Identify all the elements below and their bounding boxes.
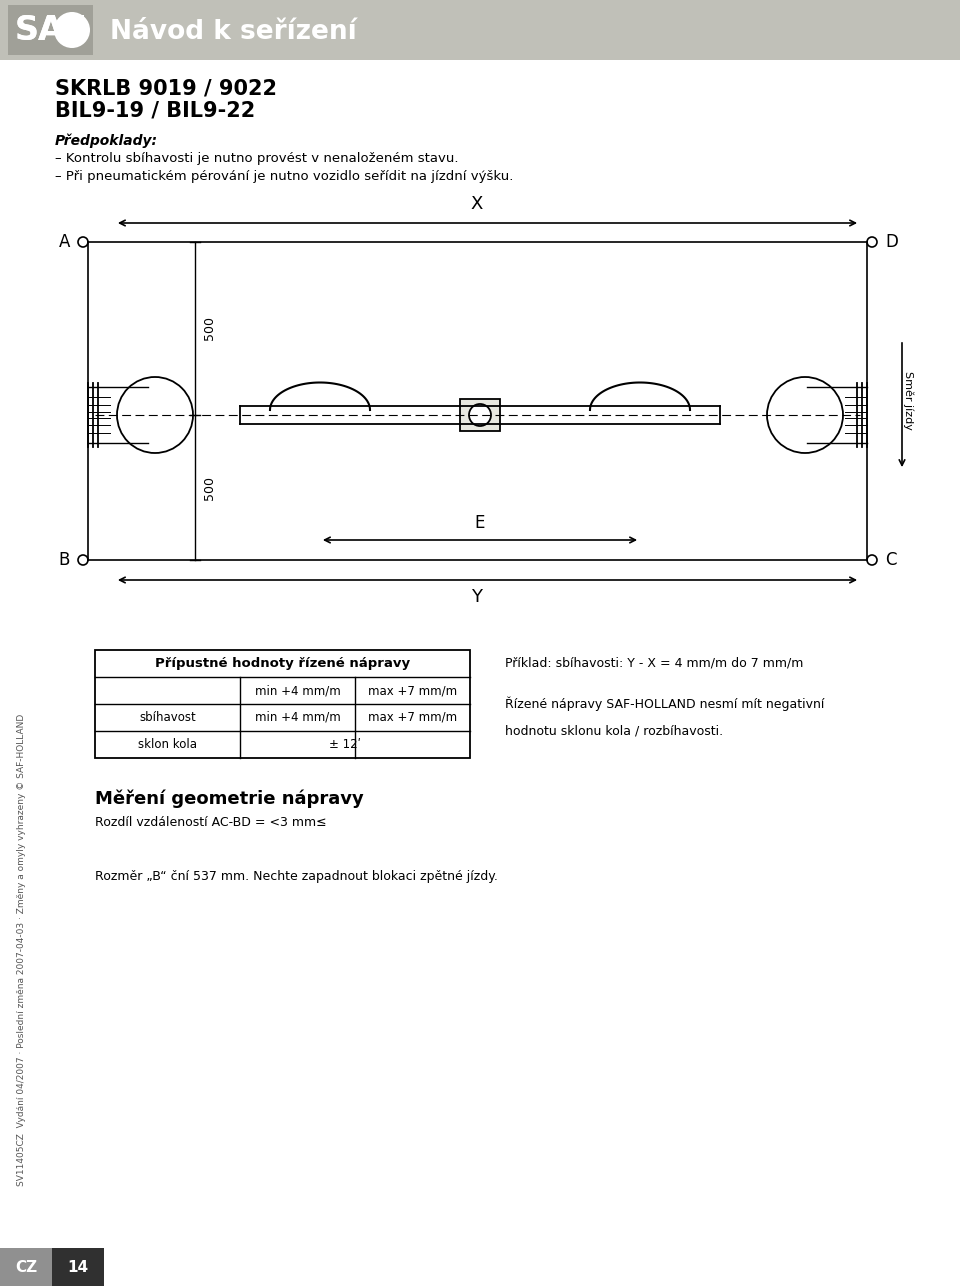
- Text: Rozměr „B“ ční 537 mm. Nechte zapadnout blokaci zpětné jízdy.: Rozměr „B“ ční 537 mm. Nechte zapadnout …: [95, 871, 498, 883]
- Text: BIL9-19 / BIL9-22: BIL9-19 / BIL9-22: [55, 100, 255, 120]
- Text: max +7 mm/m: max +7 mm/m: [368, 711, 457, 724]
- Text: 500: 500: [203, 316, 216, 341]
- Text: 500: 500: [203, 476, 216, 499]
- Text: Řízené nápravy SAF-HOLLAND nesmí mít negativní: Řízené nápravy SAF-HOLLAND nesmí mít neg…: [505, 697, 825, 711]
- Text: hodnotu sklonu kola / rozbíhavosti.: hodnotu sklonu kola / rozbíhavosti.: [505, 724, 723, 737]
- Text: Přípustné hodnoty řízené nápravy: Přípustné hodnoty řízené nápravy: [155, 657, 410, 670]
- Text: sbíhavost: sbíhavost: [139, 711, 196, 724]
- Text: ± 12ʹ: ± 12ʹ: [329, 738, 361, 751]
- Text: 14: 14: [67, 1259, 88, 1274]
- Bar: [52, 1247, 104, 1286]
- Text: sklon kola: sklon kola: [138, 738, 197, 751]
- Text: A: A: [59, 233, 70, 251]
- Circle shape: [469, 404, 491, 426]
- Text: CZ: CZ: [15, 1259, 37, 1274]
- Text: SAF: SAF: [15, 13, 87, 46]
- Text: SV11405CZ  Vydání 04/2007 · Poslední změna 2007-04-03 · Změny a omyly vyhrazeny : SV11405CZ Vydání 04/2007 · Poslední změn…: [17, 714, 27, 1186]
- Bar: [0, 1247, 52, 1286]
- Bar: [8, 5, 93, 55]
- Text: E: E: [475, 514, 485, 532]
- Text: SAF: SAF: [15, 13, 87, 46]
- Text: min +4 mm/m: min +4 mm/m: [254, 711, 341, 724]
- Text: max +7 mm/m: max +7 mm/m: [368, 684, 457, 697]
- Text: Rozdíl vzdáleností AC-BD = <3 mm≤: Rozdíl vzdáleností AC-BD = <3 mm≤: [95, 817, 326, 829]
- Text: Y: Y: [471, 588, 483, 606]
- Text: X: X: [470, 195, 483, 213]
- Text: Směr jízdy: Směr jízdy: [902, 370, 913, 430]
- Text: C: C: [885, 550, 897, 568]
- Text: Příklad: sbíhavosti: Y - X = 4 mm/m do 7 mm/m: Příklad: sbíhavosti: Y - X = 4 mm/m do 7…: [505, 657, 804, 670]
- Text: Měření geometrie nápravy: Měření geometrie nápravy: [95, 790, 364, 809]
- Bar: [95, 649, 470, 757]
- Text: B: B: [59, 550, 70, 568]
- Text: min +4 mm/m: min +4 mm/m: [254, 684, 341, 697]
- Text: – Kontrolu sbíhavosti je nutno provést v nenaloženém stavu.: – Kontrolu sbíhavosti je nutno provést v…: [55, 152, 459, 165]
- Text: D: D: [885, 233, 898, 251]
- Text: Předpoklady:: Předpoklady:: [55, 132, 158, 148]
- Text: SKRLB 9019 / 9022: SKRLB 9019 / 9022: [55, 78, 277, 98]
- Bar: [460, 399, 500, 431]
- Bar: [0, 0, 960, 60]
- Circle shape: [54, 12, 90, 48]
- Text: Návod k seřízení: Návod k seřízení: [110, 19, 357, 45]
- Text: – Při pneumatickém pérování je nutno vozidlo seřídit na jízdní výšku.: – Při pneumatickém pérování je nutno voz…: [55, 170, 514, 183]
